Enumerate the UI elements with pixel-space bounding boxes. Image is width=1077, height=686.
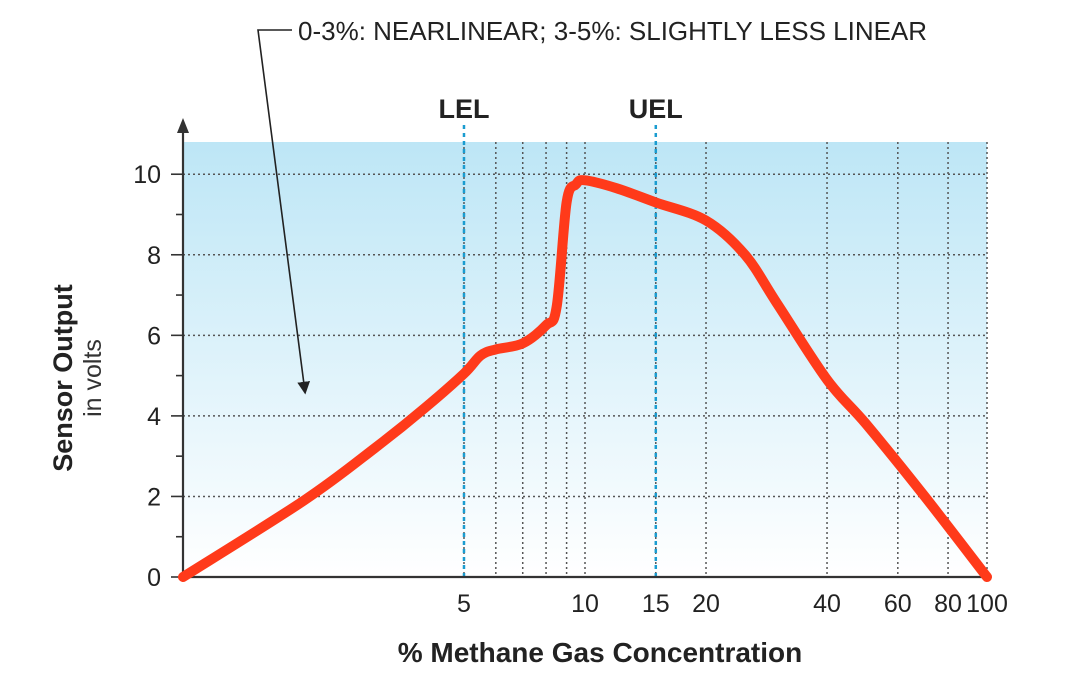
annotation-arrow [257, 29, 311, 395]
x-tick-label-60: 60 [884, 590, 912, 618]
y-axis-arrowhead [177, 118, 189, 133]
x-tick-label-20: 20 [692, 590, 720, 618]
x-tick-label-10: 10 [571, 590, 599, 618]
y-tick-label-0: 0 [147, 564, 161, 592]
annotation-text: 0-3%: NEARLINEAR; 3-5%: SLIGHTLY LESS LI… [298, 16, 927, 46]
x-tick-label-15: 15 [642, 590, 670, 618]
y-tick-label-10: 10 [133, 161, 161, 189]
x-tick-label-40: 40 [813, 590, 841, 618]
tick-labels: LEL UEL 0 2 4 6 8 10 5 10 15 20 40 60 80 100 [133, 94, 1008, 618]
limit-label-uel: UEL [629, 94, 683, 124]
limit-label-lel: LEL [438, 94, 489, 124]
series-line-0 [178, 175, 992, 582]
y-tick-label-2: 2 [147, 483, 161, 511]
y-axis-title: Sensor Output [48, 284, 78, 472]
y-tick-label-8: 8 [147, 242, 161, 270]
plot-background-band [183, 142, 987, 577]
y-tick-label-4: 4 [147, 403, 161, 431]
y-axis-subtitle: in volts [79, 339, 107, 417]
y-tick-label-6: 6 [147, 322, 161, 350]
x-tick-label-5: 5 [457, 590, 471, 618]
x-tick-label-80: 80 [934, 590, 962, 618]
x-tick-label-100: 100 [966, 590, 1008, 618]
series-layer [178, 175, 992, 582]
x-axis-title: % Methane Gas Concentration [398, 637, 803, 668]
axes [171, 118, 989, 579]
